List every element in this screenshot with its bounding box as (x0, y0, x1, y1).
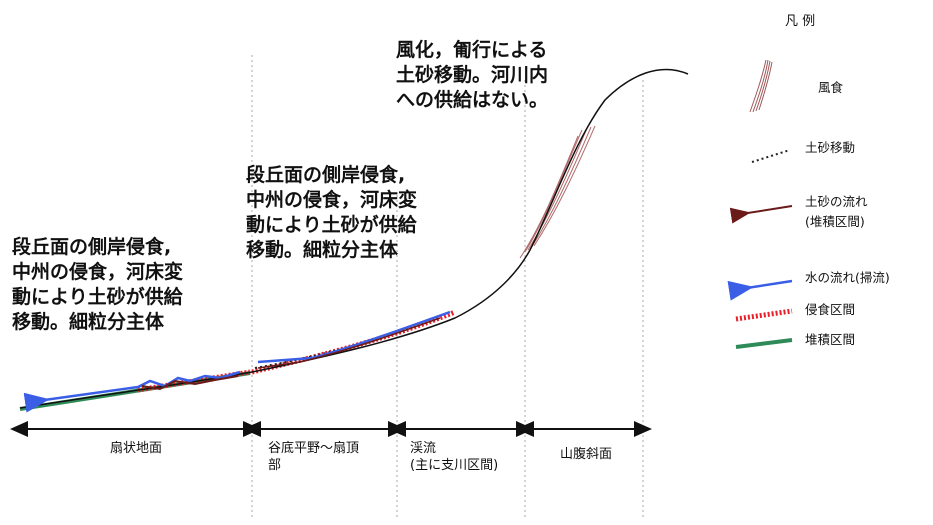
legend-label-sediment-transport: 土砂移動 (805, 140, 856, 155)
legend-symbol-water-flow (727, 279, 793, 301)
legend-symbol-wind-erosion (749, 59, 773, 113)
sediment-flow-fan (141, 375, 239, 391)
sediment-flow-valley (257, 317, 441, 369)
water-flow-valley (257, 310, 451, 364)
water-flow-fan (23, 370, 241, 413)
river-profile (19, 68, 689, 409)
zone-label-slope: 山腹斜面 (560, 447, 613, 462)
legend-symbol-sediment-flow (729, 205, 793, 224)
legend-label-water-flow: 水の流れ(掃流) (805, 270, 890, 285)
legend-label-sediment-flow: 土砂の流れ (堆積区間) (805, 194, 868, 229)
legend-label-erosion: 侵食区間 (805, 302, 856, 317)
annotation-slope: 風化，匍行による 土砂移動。河川内 への供給はない。 (396, 39, 549, 111)
slope-wind-erosion (519, 125, 596, 259)
zone-label-stream: 渓流 (主に支川区間) (410, 441, 499, 473)
legend-title: 凡 例 (785, 14, 816, 29)
legend-symbol-erosion (735, 308, 793, 322)
legend-symbol-deposition (735, 338, 793, 349)
legend-label-deposition: 堆積区間 (805, 332, 856, 347)
legend-label-wind-erosion: 風食 (818, 80, 844, 95)
annotation-fan: 段丘面の側岸侵食, 中州の侵食，河床変 動により土砂が供給 移動。細粒分主体 (12, 236, 184, 333)
annotation-valley: 段丘面の側岸侵食, 中州の侵食，河床変 動により土砂が供給 移動。細粒分主体 (246, 164, 418, 261)
zone-label-valley: 谷底平野～扇頂 部 (268, 441, 360, 473)
zone-label-fan: 扇状地面 (110, 441, 163, 456)
legend-symbol-sediment-transport (751, 149, 791, 163)
